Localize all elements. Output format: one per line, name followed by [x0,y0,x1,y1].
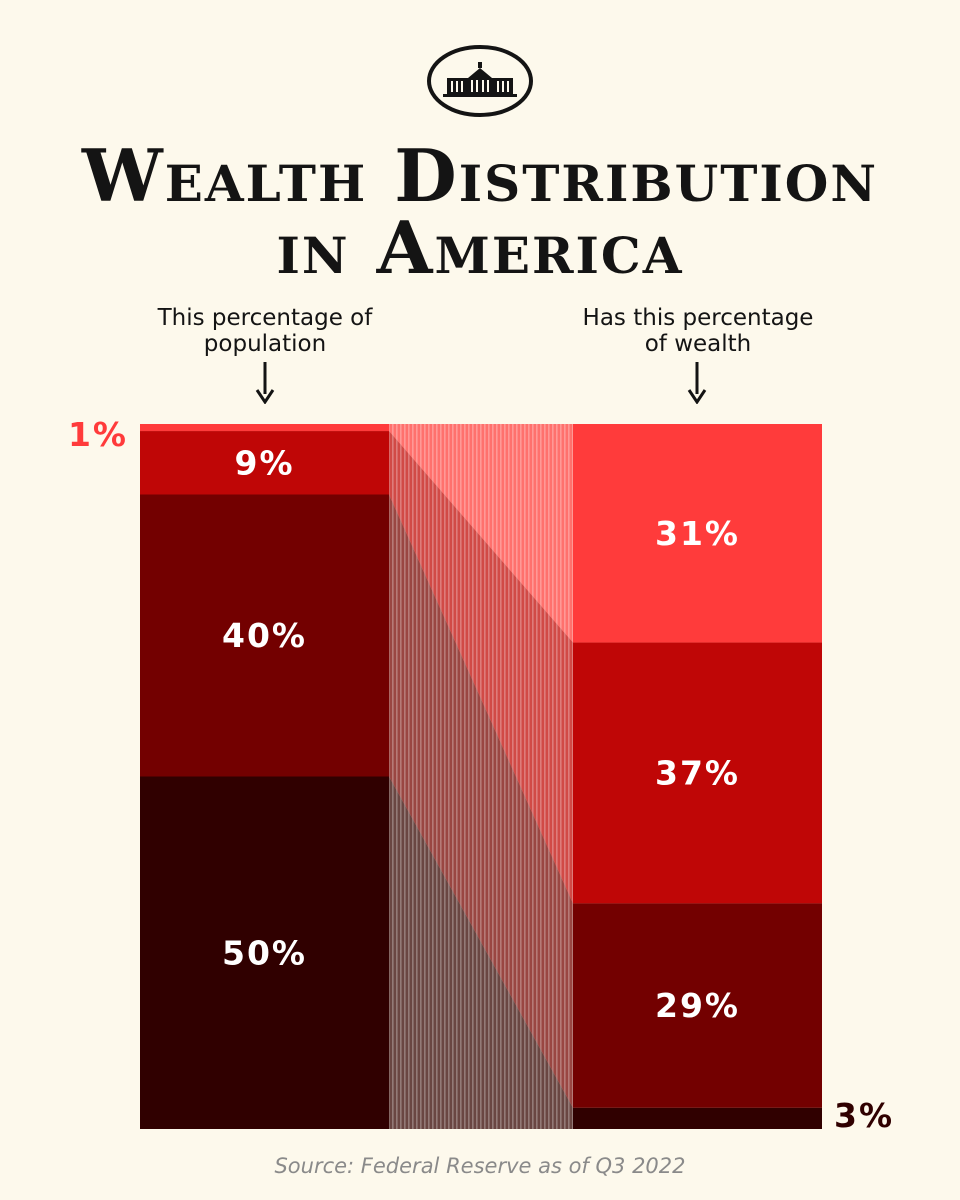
population-column-label: This percentage of population [105,305,425,357]
arrow-down-icon [255,362,275,404]
wealth-bar-next-40- [573,903,822,1108]
white-house-logo [427,45,533,117]
wealth-bar-top-1- [573,424,822,643]
population-bar-next-40- [140,494,389,777]
population-label-line-2: population [203,331,327,357]
population-bar-top-1- [140,424,389,432]
population-percent-label: 40% [222,616,307,655]
white-house-icon [443,62,517,97]
source-note: Source: Federal Reserve as of Q3 2022 [274,1154,686,1178]
population-percent-label: 50% [222,933,307,972]
arrow-down-icon [687,362,707,404]
flow-band-texture-next-9- [389,431,573,904]
chart-title: Wealth Distribution in America [0,140,960,284]
wealth-column-label: Has this percentage of wealth [538,305,858,357]
wealth-bar-next-9- [573,642,822,904]
wealth-percent-label: 3% [834,1096,894,1135]
flow-band-texture-next-40- [389,494,573,1108]
population-bar-next-9- [140,431,389,495]
population-label-line-1: This percentage of [157,305,373,331]
title-line-1: Wealth Distribution [81,133,879,218]
wealth-label-line-1: Has this percentage [582,305,814,331]
population-bar-bottom-50- [140,776,389,1129]
wealth-bar-bottom-50- [573,1107,822,1129]
flow-band-texture-bottom-50- [389,776,573,1129]
wealth-label-line-2: of wealth [644,331,752,357]
wealth-percent-label: 29% [655,986,740,1025]
population-percent-label: 9% [234,443,294,482]
title-line-2: in America [276,205,684,290]
wealth-percent-label: 37% [655,753,740,792]
flow-band-texture-top-1- [389,424,573,643]
wealth-percent-label: 31% [655,514,740,553]
population-percent-label: 1% [68,415,128,454]
